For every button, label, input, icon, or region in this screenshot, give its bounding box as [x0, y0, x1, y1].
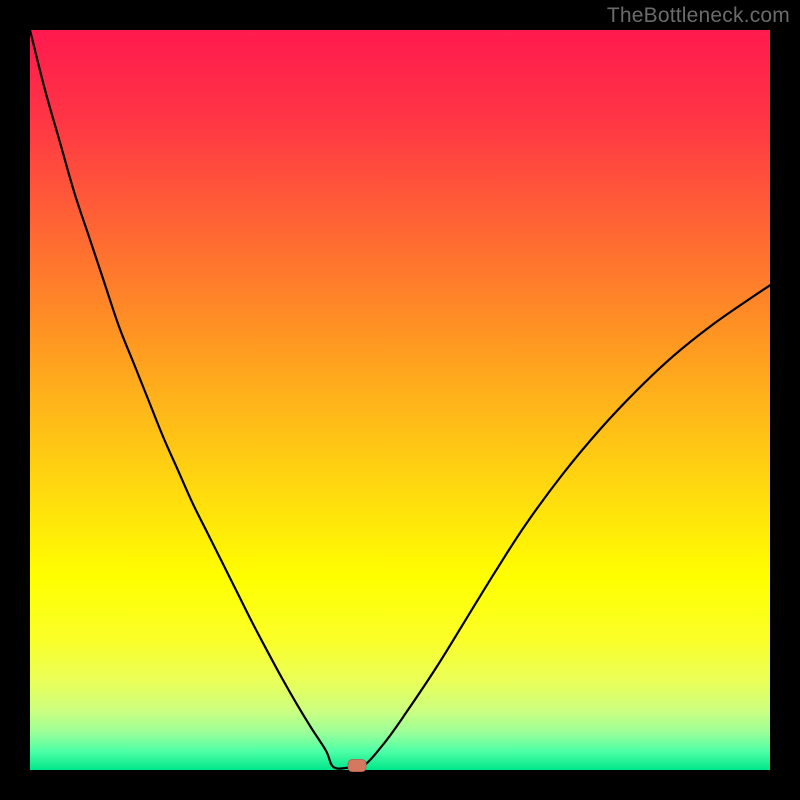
chart-container: TheBottleneck.com — [0, 0, 800, 800]
optimal-point-marker — [348, 760, 366, 772]
watermark-text: TheBottleneck.com — [607, 4, 790, 28]
bottleneck-chart — [0, 0, 800, 800]
plot-background — [30, 30, 770, 770]
